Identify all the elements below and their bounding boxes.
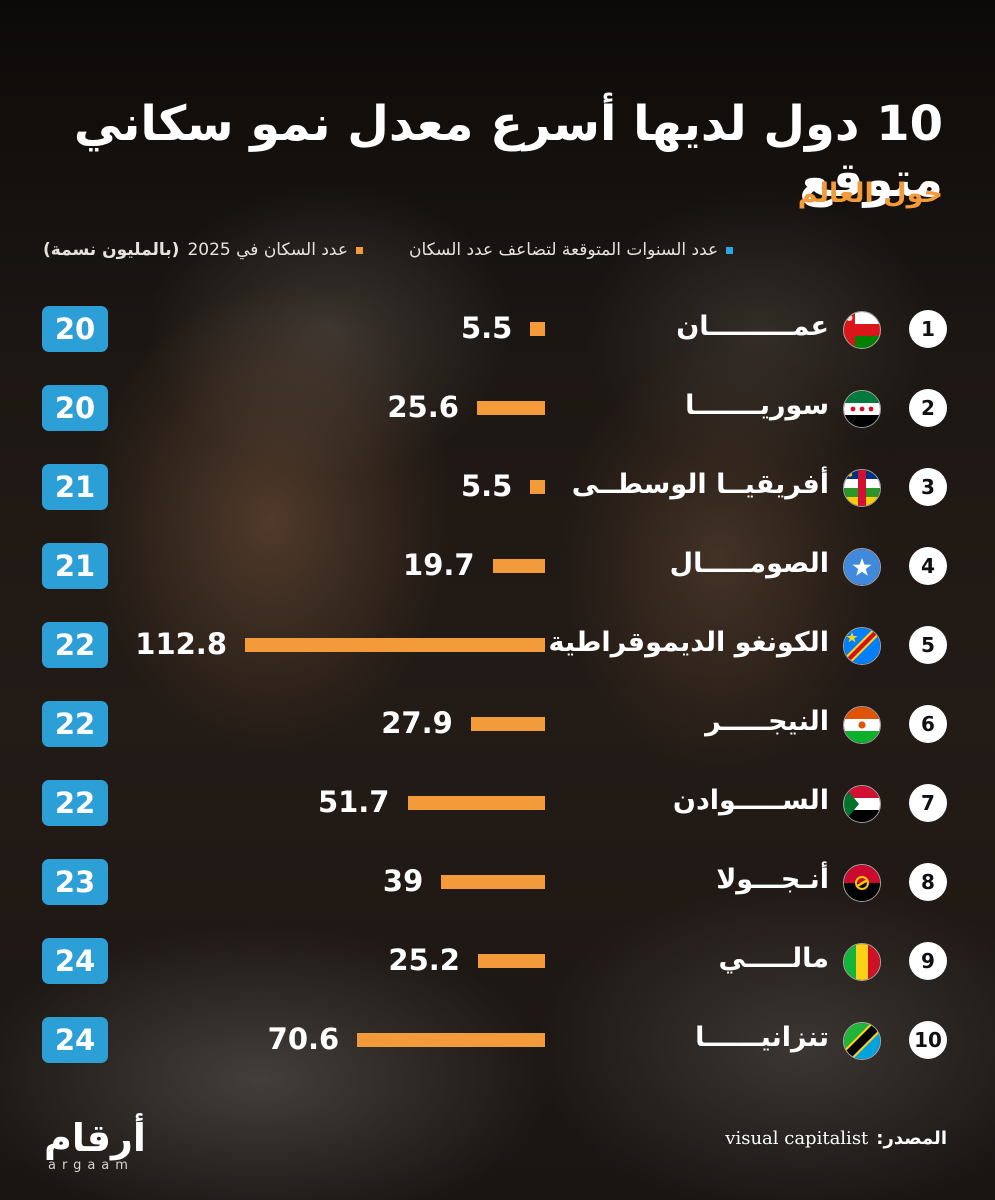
population-value-label: 25.6 [387,390,459,424]
syria-flag-icon [843,390,881,428]
population-bar [407,796,545,810]
doubling-years-badge: 20 [42,306,108,352]
population-value-label: 19.7 [403,548,475,582]
doubling-years-badge: 21 [42,464,108,510]
legend-swatch-orange [355,246,363,254]
chart-row: 6 النيجـــــر 27.9 22 [0,695,995,753]
chart-row: 9 مالـــــي 25.2 24 [0,932,995,990]
rank-badge: 2 [909,389,947,427]
mali-flag-icon [843,943,881,981]
population-value-label: 112.8 [135,627,227,661]
chart-row: 7 الســـــوادن 51.7 22 [0,774,995,832]
population-value-label: 25.2 [388,943,460,977]
rank-badge: 5 [909,626,947,664]
logo-arabic: أرقام [44,1116,146,1160]
chart-row: 8 أنـجـــولا 39 23 [0,853,995,911]
population-bar [492,559,545,573]
chart-subtitle: حول العالم [797,178,943,209]
rank-badge: 10 [909,1021,947,1059]
legend-population-unit: (بالمليون نسمة) [43,240,180,260]
population-bar [245,638,545,652]
population-bar [530,480,545,494]
rank-badge: 7 [909,784,947,822]
country-label: الســـــوادن [672,785,829,816]
legend-swatch-blue [726,246,734,254]
legend: عدد السكان في 2025 (بالمليون نسمة) عدد ا… [43,240,943,260]
chart-row: 4 الصومـــــال 19.7 21 [0,537,995,595]
legend-item-population: عدد السكان في 2025 (بالمليون نسمة) [43,240,363,260]
rank-badge: 6 [909,705,947,743]
niger-flag-icon [843,706,881,744]
population-bar [530,322,545,336]
doubling-years-badge: 22 [42,780,108,826]
country-label: عمـــــــــان [676,311,829,342]
somalia-flag-icon [843,548,881,586]
population-bar [477,954,545,968]
doubling-years-badge: 22 [42,701,108,747]
logo-latin: argaam [48,1158,134,1173]
rank-badge: 8 [909,863,947,901]
country-label: مالـــــي [718,943,829,974]
doubling-years-badge: 24 [42,938,108,984]
chart-row: 2 سوريـــــــا 25.6 20 [0,379,995,437]
doubling-years-badge: 22 [42,622,108,668]
country-label: أفريقيــا الوسطــى [571,469,829,500]
population-bar [357,1033,545,1047]
oman-flag-icon [843,311,881,349]
population-value-label: 39 [382,864,424,898]
chart-row: 5 الكونغو الديموقراطية 112.8 22 [0,616,995,674]
country-label: تنزانيــــــا [695,1022,829,1053]
angola-flag-icon [843,864,881,902]
rank-badge: 4 [909,547,947,585]
rank-badge: 1 [909,310,947,348]
population-value-label: 5.5 [460,469,513,503]
population-value-label: 51.7 [317,785,390,819]
doubling-years-badge: 23 [42,859,108,905]
doubling-years-badge: 24 [42,1017,108,1063]
legend-years-label: عدد السنوات المتوقعة لتضاعف عدد السكان [408,240,719,260]
source-note: المصدر: visual capitalist [725,1128,947,1149]
chart-row: 10 تنزانيــــــا 70.6 24 [0,1011,995,1069]
rank-badge: 3 [909,468,947,506]
country-label: الكونغو الديموقراطية [548,627,829,658]
legend-item-years: عدد السنوات المتوقعة لتضاعف عدد السكان [408,240,734,260]
argaam-logo: أرقام argaam [44,1116,194,1173]
population-value-label: 27.9 [381,706,453,740]
country-label: سوريـــــــا [685,390,829,421]
country-label: النيجـــــر [705,706,829,737]
country-label: أنـجـــولا [716,864,829,895]
chart-row: 1 عمـــــــــان 5.5 20 [0,300,995,358]
population-bar [476,401,545,415]
doubling-years-badge: 20 [42,385,108,431]
doubling-years-badge: 21 [42,543,108,589]
legend-population-label: عدد السكان في 2025 [187,240,348,260]
population-bar [470,717,545,731]
population-value-label: 70.6 [267,1022,340,1056]
chart-row: 3 أفريقيــا الوسطــى 5.5 21 [0,458,995,516]
tanzania-flag-icon [843,1022,881,1060]
population-value-label: 5.5 [460,311,513,345]
central-african-republic-flag-icon [843,469,881,507]
rank-badge: 9 [909,942,947,980]
population-bar [441,875,545,889]
source-value: visual capitalist [725,1128,869,1149]
country-label: الصومـــــال [669,548,829,579]
source-label: المصدر: [876,1128,947,1149]
sudan-flag-icon [843,785,881,823]
dr-congo-flag-icon [843,627,881,665]
chart-title: 10 دول لديها أسرع معدل نمو سكاني متوقع [73,96,943,208]
